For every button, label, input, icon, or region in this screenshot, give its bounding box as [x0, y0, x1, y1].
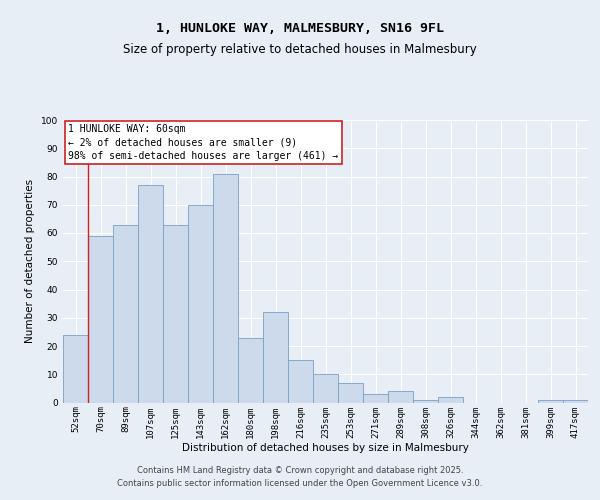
Bar	[288, 360, 313, 403]
Bar	[188, 205, 213, 402]
Text: 1, HUNLOKE WAY, MALMESBURY, SN16 9FL: 1, HUNLOKE WAY, MALMESBURY, SN16 9FL	[156, 22, 444, 36]
Text: 1 HUNLOKE WAY: 60sqm
← 2% of detached houses are smaller (9)
98% of semi-detache: 1 HUNLOKE WAY: 60sqm ← 2% of detached ho…	[68, 124, 338, 160]
Bar	[438, 397, 463, 402]
Bar	[388, 391, 413, 402]
Bar	[88, 236, 113, 402]
Bar	[413, 400, 438, 402]
Bar	[363, 394, 388, 402]
Bar	[63, 334, 88, 402]
Bar	[313, 374, 338, 402]
Bar	[538, 400, 563, 402]
X-axis label: Distribution of detached houses by size in Malmesbury: Distribution of detached houses by size …	[182, 443, 469, 453]
Bar	[213, 174, 238, 402]
Text: Contains HM Land Registry data © Crown copyright and database right 2025.
Contai: Contains HM Land Registry data © Crown c…	[118, 466, 482, 487]
Bar	[138, 185, 163, 402]
Text: Size of property relative to detached houses in Malmesbury: Size of property relative to detached ho…	[123, 42, 477, 56]
Bar	[113, 224, 138, 402]
Bar	[563, 400, 588, 402]
Bar	[238, 338, 263, 402]
Bar	[163, 224, 188, 402]
Bar	[263, 312, 288, 402]
Bar	[338, 382, 363, 402]
Y-axis label: Number of detached properties: Number of detached properties	[25, 179, 35, 344]
